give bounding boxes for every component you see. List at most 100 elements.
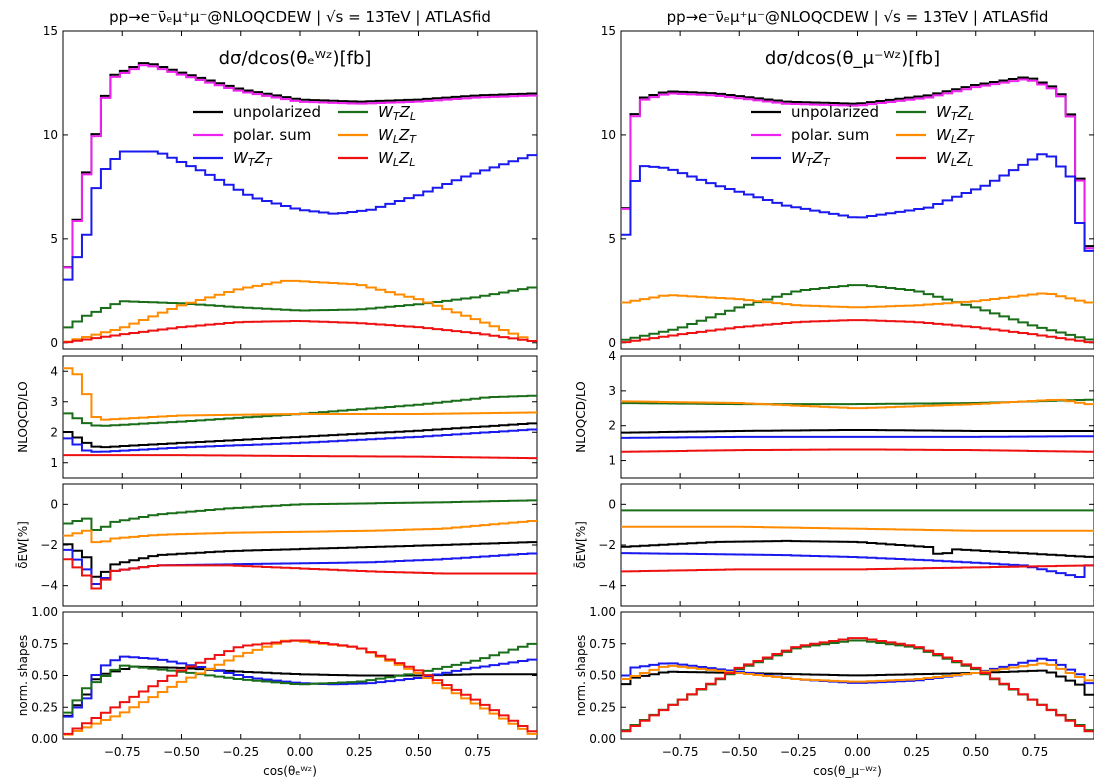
series-WLZL [63,320,537,344]
legend-label-WLZT: WLZT [936,126,975,146]
series-WTZL [63,642,537,714]
series-WLZT [621,662,1094,683]
series-WLZT [63,520,537,544]
y-tick-label: 0.25 [589,700,616,714]
series-unpolarized [621,669,1094,696]
series-group [63,639,537,736]
y-tick-label: −4 [40,579,58,593]
y-tick-label: 2 [608,419,616,433]
y-tick-label: 0.00 [589,732,616,746]
y-tick-label: 10 [43,128,58,142]
y-tick-label: 1 [608,454,616,468]
x-tick-label: 0.75 [1022,745,1049,759]
series-WLZT [621,398,1094,410]
panel-ratio: 1 2 3 4 NLOQCD/LO [574,349,1094,479]
series-unpolarized [63,665,537,717]
plot-frame [620,483,1094,607]
legend-label-unpolarized: unpolarized [233,103,321,121]
series-WLZL [63,558,537,590]
chart-1: pp→e⁻ν̄ₑμ⁺μ⁻@NLOQCDEW | √s = 13TeV | ATL… [16,8,538,778]
y-tick-label: 0.50 [589,669,616,683]
x-tick-label: 0.00 [287,745,314,759]
y-tick-label: 0.75 [589,637,616,651]
series-WLZL [621,564,1094,573]
series-WTZL [63,286,537,329]
series-WLZT [63,279,537,343]
y-axis-label: NLOQCD/LO [574,381,588,453]
x-tick-label: 0.25 [346,745,373,759]
series-WLZL [621,319,1094,344]
series-group [621,76,1094,344]
legend-label-WLZL: WLZL [378,149,415,169]
y-tick-label: 1.00 [31,605,58,619]
legend-label-WLZL: WLZL [936,149,973,169]
plot-frame [620,355,1094,479]
x-axis-label: cos(θ_μ⁻ᵂᶻ) [813,764,882,778]
series-WLZL [621,448,1094,453]
series-unpolarized [63,62,537,269]
legend-label-polar_sum: polar. sum [791,126,869,144]
y-axis-label: δ̄EW[%] [574,521,588,569]
series-WLZL [63,454,537,460]
series-WTZT [621,153,1094,252]
legend-label-polar_sum: polar. sum [233,126,311,144]
y-tick-label: 1.00 [589,605,616,619]
y-tick-label: 0 [50,497,58,511]
x-tick-label: 0.50 [405,745,432,759]
y-tick-label: 3 [50,395,58,409]
x-tick-label: −0.25 [780,745,817,759]
series-unpolarized [621,539,1094,558]
x-axis-label: cos(θₑᵂᶻ) [263,764,317,778]
y-tick-label: 10 [601,128,616,142]
y-tick-label: −4 [598,579,616,593]
y-tick-label: 15 [601,24,616,38]
series-polar_sum [63,64,537,269]
series-group [63,367,537,460]
series-WLZT [621,292,1094,309]
series-WTZT [63,150,537,281]
plot-frame [62,611,538,740]
y-tick-label: 0.75 [31,637,58,651]
y-tick-label: −2 [598,538,616,552]
panel-shapes: 0.00 0.25 0.50 0.75 1.00 norm. shapes −0.75 −0.… [574,605,1094,778]
panel-ratio: 1 2 3 4 NLOQCD/LO [16,355,538,479]
panel-distribution: 0 5 10 15 dσ/dcos(θ_μ⁻ᵂᶻ)[fb] unpolarized pola… [601,24,1094,350]
panel-ew-correction: −4 −2 0 δ̄EW[%] [16,483,538,607]
chart-title: pp→e⁻ν̄ₑμ⁺μ⁻@NLOQCDEW | √s = 13TeV | ATL… [667,8,1049,26]
panel-annotation: dσ/dcos(θₑᵂᶻ)[fb] [219,48,372,69]
series-WLZT [63,367,537,421]
series-WTZT [621,657,1094,685]
panel-shapes: 0.00 0.25 0.50 0.75 1.00 norm. shapes −0.75 −0.… [16,605,538,778]
y-tick-label: 1 [50,456,58,470]
legend: unpolarized polar. sum WTZT WTZL WLZT WLZL [751,103,975,169]
legend-label-WLZT: WLZT [378,126,417,146]
legend-label-WTZL: WTZL [378,103,416,123]
chart-2: pp→e⁻ν̄ₑμ⁺μ⁻@NLOQCDEW | √s = 13TeV | ATL… [574,8,1094,778]
panel-distribution: 0 5 10 15 dσ/dcos(θₑᵂᶻ)[fb] unpolarized polar.… [43,24,538,350]
y-tick-label: 5 [50,232,58,246]
series-group [63,62,537,344]
series-polar_sum [621,78,1094,250]
series-WTZT [63,428,537,453]
series-WTZT [63,655,537,718]
y-axis-label: NLOQCD/LO [16,381,30,453]
x-tick-label: 0.25 [903,745,930,759]
y-tick-label: 0.50 [31,669,58,683]
series-unpolarized [621,76,1094,248]
series-WLZT [621,525,1094,532]
panel-annotation: dσ/dcos(θ_μ⁻ᵂᶻ)[fb] [765,48,940,69]
y-tick-label: −2 [40,538,58,552]
series-WTZL [63,394,537,427]
series-WTZL [63,499,537,531]
chart-title: pp→e⁻ν̄ₑμ⁺μ⁻@NLOQCDEW | √s = 13TeV | ATL… [109,8,491,26]
series-WTZT [621,435,1094,439]
series-WTZT [621,552,1094,579]
legend-label-unpolarized: unpolarized [791,103,879,121]
x-tick-label: −0.25 [222,745,259,759]
y-tick-label: 3 [608,384,616,398]
legend: unpolarized polar. sum WTZT WTZL WLZT WLZL [193,103,417,169]
series-group [621,637,1094,733]
y-tick-label: 0 [608,497,616,511]
y-tick-label: 0 [50,336,58,350]
